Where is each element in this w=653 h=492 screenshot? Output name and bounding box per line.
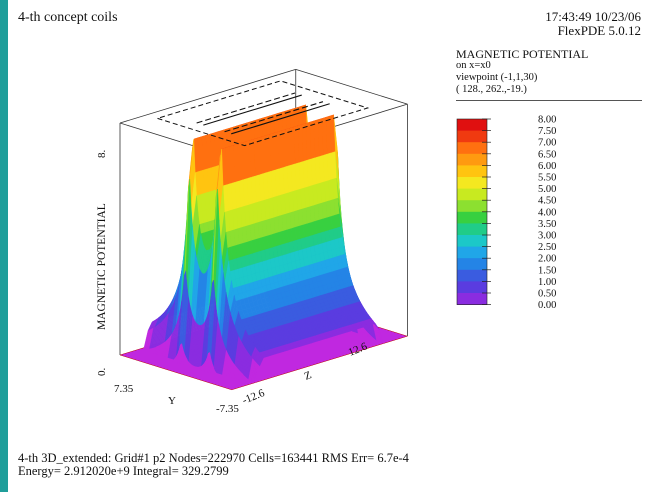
x-axis-label: Z <box>303 369 314 383</box>
legend-label: 7.00 <box>538 138 556 149</box>
y-tick-label: -7.35 <box>216 403 239 415</box>
legend-swatch <box>457 177 487 189</box>
legend-swatch <box>457 188 487 201</box>
grid-stats: 4-th 3D_extended: Grid#1 p2 Nodes=222970… <box>18 451 409 465</box>
energy-stats: Energy= 2.912020e+9 Integral= 329.2799 <box>18 464 229 478</box>
legend-swatch <box>457 200 487 213</box>
legend-swatch <box>457 165 487 178</box>
header-rule <box>456 100 642 101</box>
plot-header: MAGNETIC POTENTIAL on x=x0 viewpoint (-1… <box>456 48 588 96</box>
x-tick-label: -12.6 <box>241 387 267 407</box>
legend-label: 3.00 <box>538 231 556 242</box>
surface-cell <box>181 356 188 366</box>
coil-conductor <box>196 92 296 124</box>
legend-label: 0.50 <box>538 289 556 300</box>
legend-label: 6.50 <box>538 149 556 160</box>
y-tick-label: 7.35 <box>114 383 134 395</box>
legend-swatch <box>457 119 487 131</box>
legend-swatch <box>457 281 487 294</box>
legend-label: 0.00 <box>538 300 556 311</box>
legend-label: 1.50 <box>538 265 556 276</box>
color-legend: 8.007.507.006.506.005.505.004.504.003.50… <box>456 115 556 311</box>
legend-swatch <box>457 153 487 166</box>
legend-label: 3.50 <box>538 219 556 230</box>
legend-swatch <box>457 235 487 247</box>
legend-label: 5.50 <box>538 173 556 184</box>
surface-cell <box>208 363 215 374</box>
legend-swatch <box>457 246 487 259</box>
viewpoint-label: viewpoint (-1,1,30) <box>456 72 538 83</box>
surface-cell <box>237 372 244 381</box>
legend-swatch <box>457 293 487 305</box>
eye-coordinates: ( 128., 262.,-19.) <box>456 84 527 95</box>
legend-label: 8.00 <box>538 115 556 126</box>
page-title: 4-th concept coils <box>18 10 118 25</box>
legend-label: 4.50 <box>538 196 556 207</box>
legend-swatch <box>457 130 487 143</box>
legend-label: 7.50 <box>538 126 556 137</box>
legend-label: 4.00 <box>538 207 556 218</box>
quantity-label: MAGNETIC POTENTIAL <box>456 47 589 61</box>
legend-label: 5.00 <box>538 184 556 195</box>
surface-cell <box>253 364 260 383</box>
footer-stats: 4-th 3D_extended: Grid#1 p2 Nodes=222970… <box>18 452 409 478</box>
legend-swatch <box>457 258 487 271</box>
timestamp-block: 17:43:49 10/23/06 FlexPDE 5.0.12 <box>545 10 641 38</box>
legend-label: 2.00 <box>538 254 556 265</box>
coil-outline <box>155 80 370 147</box>
legend-swatch <box>457 269 487 282</box>
coil-conductor <box>203 94 302 126</box>
coil-conductor <box>231 103 330 135</box>
legend-label: 2.50 <box>538 242 556 253</box>
y-axis-label: Y <box>168 395 176 407</box>
legend-swatch <box>457 211 487 224</box>
legend-label: 1.00 <box>538 277 556 288</box>
z-tick-label: 8. <box>96 150 108 159</box>
legend-label: 6.00 <box>538 161 556 172</box>
slice-label: on x=x0 <box>456 60 491 71</box>
coil-conductor <box>224 101 324 133</box>
legend-swatch <box>457 142 487 155</box>
plot-window: 4-th concept coils 17:43:49 10/23/06 Fle… <box>8 0 653 492</box>
z-tick-label: 0. <box>96 368 108 377</box>
box-edge <box>119 68 296 124</box>
software-version: FlexPDE 5.0.12 <box>557 23 641 38</box>
legend-swatch <box>457 223 487 236</box>
timestamp: 17:43:49 10/23/06 <box>545 9 641 24</box>
z-axis-label: MAGNETIC POTENTIAL <box>96 203 108 330</box>
surface-plot: MAGNETIC POTENTIAL0.8.7.35Y-7.35-12.6Z12… <box>96 68 409 415</box>
box-edge <box>295 68 408 105</box>
